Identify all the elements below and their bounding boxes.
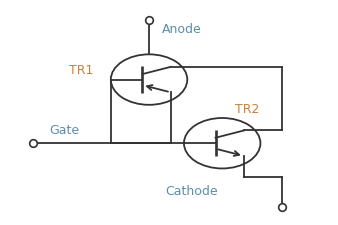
Text: TR1: TR1 (69, 64, 93, 77)
Text: TR2: TR2 (236, 103, 260, 116)
Text: Cathode: Cathode (166, 185, 218, 198)
Text: Anode: Anode (162, 22, 202, 36)
Text: Gate: Gate (49, 124, 79, 137)
